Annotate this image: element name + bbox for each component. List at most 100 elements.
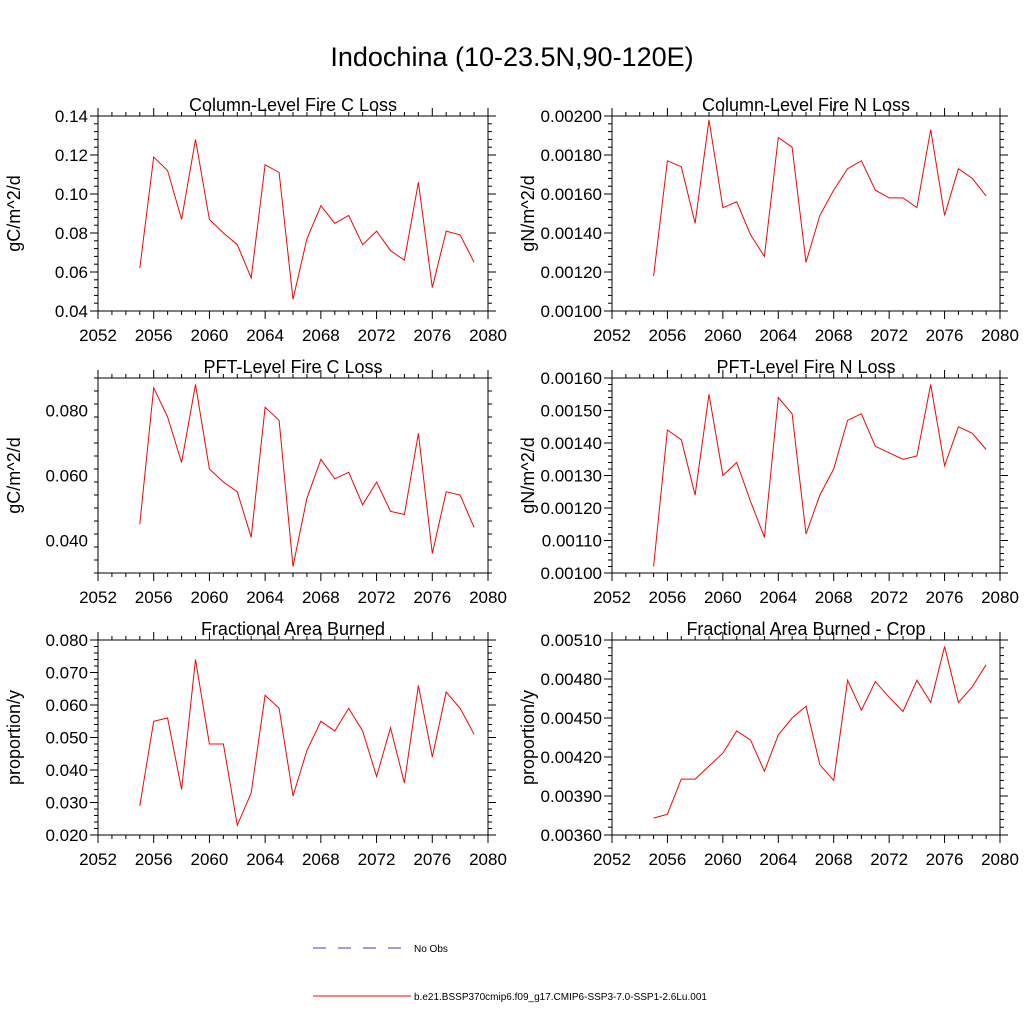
y-tick-label: 0.00140 <box>541 434 602 453</box>
y-tick-label: 0.00100 <box>541 302 602 321</box>
x-tick-label: 2068 <box>815 588 853 607</box>
x-tick-label: 2080 <box>469 588 507 607</box>
x-tick-label: 2080 <box>469 850 507 869</box>
x-tick-label: 2064 <box>246 850 284 869</box>
panel-title: PFT-Level Fire C Loss <box>203 357 382 377</box>
x-tick-label: 2076 <box>413 588 451 607</box>
legend-label-no-obs: No Obs <box>414 944 448 955</box>
y-tick-label: 0.00140 <box>541 224 602 243</box>
y-tick-label: 0.06 <box>55 263 88 282</box>
panel-5: Fractional Area Burned proportion/y 2052 20… <box>4 619 507 869</box>
y-tick-label: 0.080 <box>45 402 88 421</box>
y-tick-label: 0.00150 <box>541 402 602 421</box>
y-tick-label: 0.080 <box>45 631 88 650</box>
x-tick-label: 2072 <box>870 326 908 345</box>
y-tick-label: 0.08 <box>55 224 88 243</box>
y-tick-label: 0.10 <box>55 185 88 204</box>
x-tick-label: 2052 <box>593 850 631 869</box>
x-tick-label: 2064 <box>246 326 284 345</box>
x-tick-label: 2068 <box>302 588 340 607</box>
y-axis-label: gC/m^2/d <box>4 175 24 251</box>
x-tick-label: 2056 <box>649 850 687 869</box>
y-tick-label: 0.00160 <box>541 369 602 388</box>
x-tick-label: 2068 <box>815 850 853 869</box>
panel-title: Column-Level Fire N Loss <box>702 95 910 115</box>
figure-title: Indochina (10-23.5N,90-120E) <box>330 42 693 72</box>
x-tick-label: 2060 <box>191 850 229 869</box>
panel-title: Fractional Area Burned - Crop <box>686 619 925 639</box>
plot-frame <box>97 377 489 574</box>
y-tick-label: 0.00450 <box>541 709 602 728</box>
panel-1: Column-Level Fire C Loss gC/m^2/d 2052 2056… <box>4 95 507 345</box>
y-axis-label: proportion/y <box>4 690 24 785</box>
x-tick-label: 2072 <box>358 326 396 345</box>
x-tick-label: 2060 <box>704 588 742 607</box>
x-tick-label: 2052 <box>593 326 631 345</box>
y-tick-label: 0.12 <box>55 146 88 165</box>
x-tick-label: 2064 <box>246 588 284 607</box>
series-line <box>139 384 475 567</box>
y-tick-label: 0.00120 <box>541 499 602 518</box>
panel-4: PFT-Level Fire N Loss gN/m^2/d 2052 2056 206… <box>518 357 1019 607</box>
panels: Column-Level Fire C Loss gC/m^2/d 2052 2056… <box>4 95 1019 869</box>
plot-frame <box>611 115 1001 312</box>
x-tick-label: 2076 <box>413 850 451 869</box>
panel-title: PFT-Level Fire N Loss <box>716 357 895 377</box>
x-tick-label: 2080 <box>469 326 507 345</box>
y-tick-label: 0.020 <box>45 826 88 845</box>
series-line <box>653 119 987 276</box>
y-tick-label: 0.00510 <box>541 631 602 650</box>
y-axis-label: gN/m^2/d <box>518 175 538 251</box>
series-line <box>653 384 987 567</box>
x-tick-label: 2056 <box>649 326 687 345</box>
y-tick-label: 0.00390 <box>541 787 602 806</box>
x-tick-label: 2076 <box>926 588 964 607</box>
x-tick-label: 2052 <box>593 588 631 607</box>
x-tick-label: 2080 <box>981 326 1019 345</box>
panel-6: Fractional Area Burned - Crop proportion/… <box>518 619 1019 869</box>
x-tick-label: 2064 <box>759 588 797 607</box>
y-tick-label: 0.00110 <box>542 532 602 551</box>
x-tick-label: 2076 <box>926 850 964 869</box>
y-tick-label: 0.04 <box>55 302 88 321</box>
x-tick-label: 2052 <box>79 588 117 607</box>
plot-frame <box>97 639 489 836</box>
y-tick-label: 0.00360 <box>541 826 602 845</box>
y-tick-label: 0.060 <box>45 696 88 715</box>
panel-title: Fractional Area Burned <box>201 619 385 639</box>
panel-title: Column-Level Fire C Loss <box>189 95 397 115</box>
x-tick-label: 2068 <box>302 326 340 345</box>
y-tick-label: 0.00130 <box>541 467 602 486</box>
x-tick-label: 2064 <box>759 326 797 345</box>
x-tick-label: 2080 <box>981 850 1019 869</box>
x-tick-label: 2080 <box>981 588 1019 607</box>
y-axis-label: gC/m^2/d <box>4 437 24 513</box>
x-tick-label: 2072 <box>870 850 908 869</box>
x-tick-label: 2076 <box>926 326 964 345</box>
plot-frame <box>611 377 1001 574</box>
y-axis-label: gN/m^2/d <box>518 437 538 513</box>
x-tick-label: 2072 <box>358 588 396 607</box>
x-tick-label: 2072 <box>870 588 908 607</box>
y-tick-label: 0.040 <box>45 532 88 551</box>
y-tick-label: 0.00480 <box>541 670 602 689</box>
x-tick-label: 2056 <box>649 588 687 607</box>
plot-frame <box>97 115 489 312</box>
y-tick-label: 0.00120 <box>541 263 602 282</box>
y-tick-label: 0.00100 <box>541 564 602 583</box>
x-tick-label: 2068 <box>815 326 853 345</box>
y-tick-label: 0.040 <box>45 761 88 780</box>
series-line <box>139 139 475 300</box>
x-tick-label: 2060 <box>704 326 742 345</box>
plot-frame <box>611 639 1001 836</box>
y-tick-label: 0.00420 <box>541 748 602 767</box>
y-tick-label: 0.00160 <box>541 185 602 204</box>
y-tick-label: 0.00200 <box>541 107 602 126</box>
y-tick-label: 0.050 <box>45 729 88 748</box>
x-tick-label: 2056 <box>135 850 173 869</box>
y-tick-label: 0.060 <box>45 467 88 486</box>
y-tick-label: 0.00180 <box>541 146 602 165</box>
y-axis-label: proportion/y <box>518 690 538 785</box>
x-tick-label: 2060 <box>704 850 742 869</box>
